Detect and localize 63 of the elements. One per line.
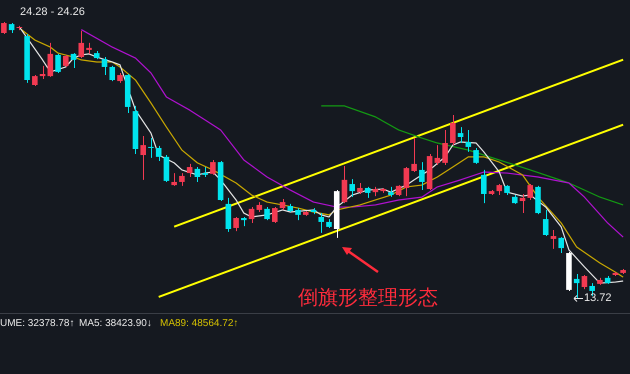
candlestick	[248, 206, 254, 224]
annotation: 倒旗形整理形态	[298, 284, 438, 311]
candlestick	[78, 30, 84, 59]
candlestick	[574, 273, 580, 298]
candlestick	[280, 198, 286, 210]
candlestick	[388, 186, 394, 198]
candlestick	[496, 184, 502, 196]
candlestick	[434, 144, 440, 166]
text: MA89: 48564.72↑	[160, 318, 238, 329]
candlestick	[411, 138, 417, 173]
candlestick	[318, 212, 324, 234]
candlestick	[542, 209, 549, 237]
candlestick	[473, 147, 479, 164]
candlestick	[1, 22, 7, 35]
candlestick	[233, 216, 239, 232]
candlestick	[117, 72, 123, 84]
candlestick	[171, 172, 177, 186]
candlestick	[272, 206, 278, 224]
candlestick	[481, 169, 487, 204]
candlestick	[404, 166, 410, 197]
candlestick	[466, 129, 472, 152]
candlestick	[450, 114, 456, 146]
candlestick	[550, 230, 556, 250]
candlestick	[86, 42, 92, 54]
candlestick	[372, 186, 378, 197]
candlestick	[520, 193, 526, 214]
candlestick	[55, 53, 61, 74]
candlestick	[70, 52, 76, 68]
candlestick	[264, 206, 270, 221]
candlestick	[194, 166, 200, 182]
candlestick	[504, 184, 510, 196]
candlestick	[48, 42, 54, 78]
candlestick	[102, 56, 108, 76]
candlestick	[241, 216, 247, 227]
candlestick	[419, 162, 425, 191]
candlestick	[140, 135, 146, 180]
candlestick	[582, 274, 588, 290]
text: UME: 32378.78↑	[0, 318, 74, 329]
candlestick	[109, 65, 116, 82]
candlestick	[342, 166, 348, 204]
candlestick	[8, 22, 14, 34]
candlestick	[357, 182, 363, 194]
candlestick	[458, 126, 464, 144]
annotation: 13.72	[584, 292, 612, 304]
text: 24.28 - 24.26	[20, 6, 85, 18]
candlestick	[295, 208, 301, 221]
candlestick	[186, 163, 192, 178]
candlestick	[202, 166, 208, 178]
candlestick	[40, 65, 46, 80]
candlestick	[349, 178, 355, 198]
candlestick	[210, 160, 216, 176]
candlestick	[156, 145, 162, 162]
candlestick	[396, 184, 402, 197]
candlestick	[442, 129, 448, 166]
candlestick	[179, 172, 185, 186]
candlestick	[527, 184, 534, 200]
candlestick	[32, 74, 38, 87]
candlestick	[558, 236, 564, 254]
candlestick	[63, 54, 69, 68]
candlestick	[148, 138, 154, 158]
candlestick	[256, 202, 262, 213]
text: MA5: 38423.90↓	[79, 318, 152, 329]
candlestick	[364, 186, 370, 198]
